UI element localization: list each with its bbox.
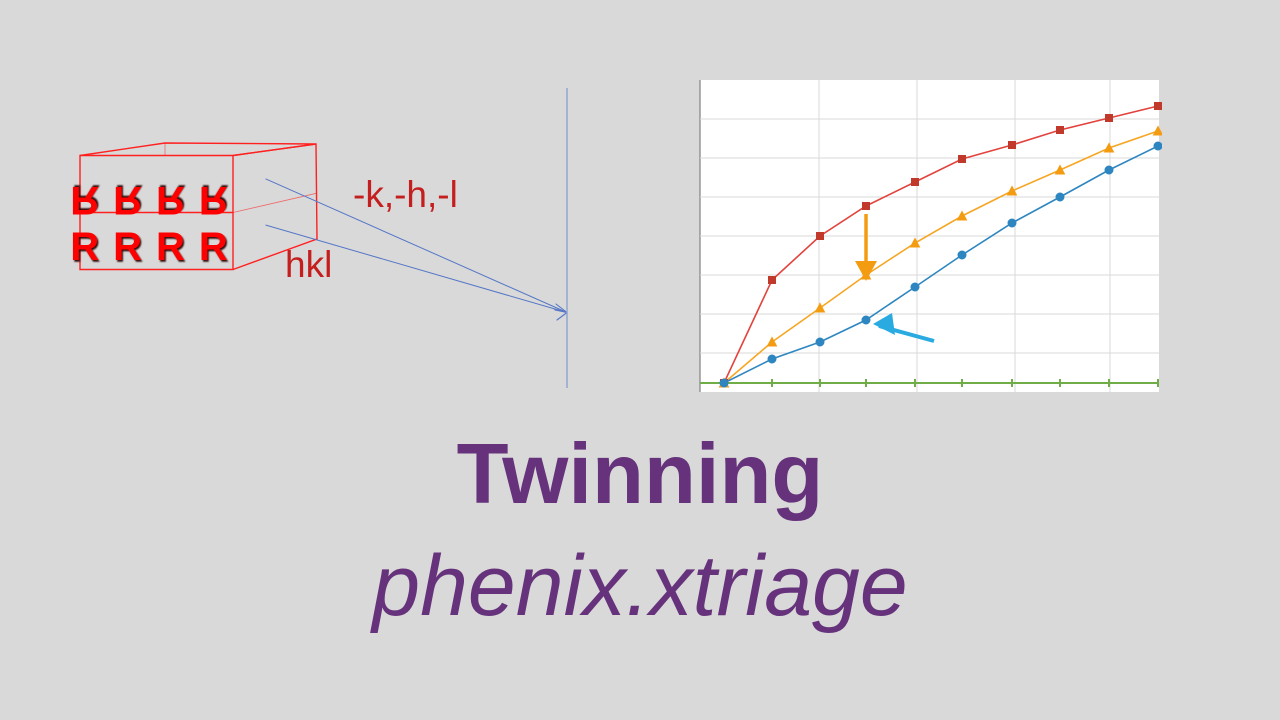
svg-text:hkl: hkl bbox=[285, 244, 332, 285]
svg-text:RRRR: RRRR bbox=[70, 225, 242, 269]
svg-text:-k,-h,-l: -k,-h,-l bbox=[353, 174, 458, 215]
svg-text:RRRR: RRRR bbox=[70, 178, 242, 222]
